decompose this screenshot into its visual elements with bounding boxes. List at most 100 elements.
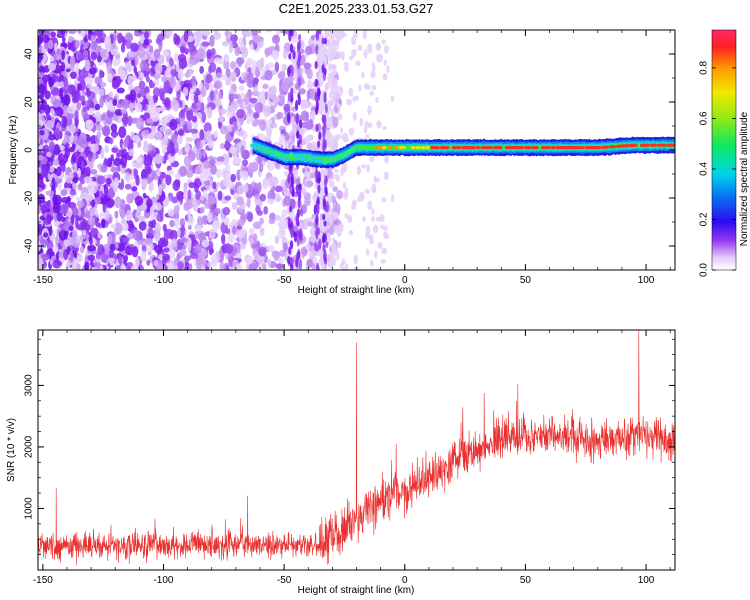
noise-blob <box>245 255 254 265</box>
noise-blob-faint <box>367 43 373 54</box>
x-tick-label: 0 <box>402 275 408 286</box>
noise-blob <box>232 123 239 132</box>
streak-blob <box>315 106 319 115</box>
noise-blob <box>97 45 102 51</box>
noise-blob <box>48 62 57 72</box>
noise-blob <box>275 30 282 36</box>
noise-blob <box>149 125 158 135</box>
noise-blob <box>230 34 239 42</box>
noise-blob <box>94 30 104 36</box>
noise-blob <box>77 53 86 61</box>
noise-blob-faint <box>359 117 364 127</box>
noise-blob <box>163 247 170 253</box>
noise-blob <box>188 182 196 189</box>
noise-blob <box>75 235 84 244</box>
noise-blob <box>42 144 50 154</box>
noise-blob <box>200 249 208 258</box>
ridge-spot <box>322 160 328 165</box>
noise-blob <box>202 189 208 198</box>
noise-blob <box>94 103 101 111</box>
noise-blob-faint <box>345 186 349 196</box>
noise-blob <box>134 256 140 268</box>
noise-blob <box>130 42 139 53</box>
noise-blob <box>254 194 261 200</box>
ridge-core <box>487 146 494 150</box>
streak-blob <box>296 58 301 68</box>
noise-blob <box>79 246 85 254</box>
noise-blob <box>87 77 94 85</box>
noise-blob <box>336 189 344 200</box>
noise-blob <box>162 133 169 146</box>
noise-blob-faint <box>367 105 372 116</box>
noise-blob <box>173 258 178 267</box>
noise-blob <box>194 230 200 240</box>
colorbar-label: Normalized spectral amplitude <box>739 111 750 246</box>
noise-blob-faint <box>361 164 367 169</box>
noise-blob <box>249 43 254 51</box>
noise-blob <box>206 261 213 268</box>
noise-blob <box>306 258 314 268</box>
streak-blob <box>287 217 291 229</box>
noise-blob <box>63 240 72 247</box>
ridge-spot <box>264 146 270 152</box>
noise-blob <box>110 123 118 133</box>
noise-blob-faint <box>336 103 342 109</box>
noise-blob <box>254 66 260 77</box>
noise-blob-faint <box>334 135 340 142</box>
noise-blob <box>332 186 339 192</box>
noise-blob <box>123 138 129 148</box>
ridge-spot <box>259 145 265 150</box>
noise-blob <box>177 228 181 237</box>
noise-blob <box>111 147 119 153</box>
noise-blob <box>224 53 229 63</box>
noise-blob <box>108 249 115 258</box>
noise-blob <box>83 106 87 113</box>
noise-blob-faint <box>365 225 371 235</box>
noise-blob <box>38 223 43 230</box>
noise-blob <box>137 46 146 58</box>
noise-blob <box>283 171 289 177</box>
noise-blob <box>79 95 86 102</box>
noise-blob <box>98 69 103 79</box>
ridge-core <box>456 146 462 150</box>
noise-blob <box>118 182 123 190</box>
noise-blob <box>45 119 55 130</box>
noise-blob-faint <box>342 181 347 189</box>
noise-blob <box>117 254 123 264</box>
spectrogram-panel: -150 -100 -50 0 50 100 -40 -20 0 20 40 Height of s… <box>8 29 676 296</box>
noise-blob <box>264 47 273 56</box>
ridge-core <box>533 146 539 150</box>
noise-blob <box>61 115 68 128</box>
noise-blob <box>98 88 105 97</box>
noise-blob <box>208 228 216 240</box>
noise-blob <box>301 187 307 196</box>
noise-blob <box>138 215 145 222</box>
x-tick-label: 100 <box>638 575 655 586</box>
noise-blob <box>212 259 218 267</box>
noise-blob <box>301 138 307 146</box>
noise-blob <box>282 49 288 60</box>
noise-blob <box>240 145 245 157</box>
x-tick-label: -100 <box>153 575 173 586</box>
noise-blob <box>279 249 286 257</box>
noise-blob <box>238 57 243 68</box>
noise-blob <box>259 227 265 236</box>
noise-blob <box>214 30 218 38</box>
noise-blob <box>221 153 230 166</box>
streak-blob <box>290 92 294 103</box>
noise-blob-faint <box>341 162 348 173</box>
ridge-core <box>545 146 551 150</box>
noise-blob <box>120 154 128 166</box>
noise-blob <box>330 139 339 151</box>
noise-blob <box>208 159 216 166</box>
streak-blob <box>324 103 328 114</box>
noise-blob <box>266 62 275 69</box>
streak-blob <box>316 87 321 97</box>
noise-blob <box>73 151 79 158</box>
noise-blob <box>170 133 178 144</box>
noise-blob <box>59 87 64 100</box>
noise-blob-faint <box>364 120 369 128</box>
noise-blob-faint <box>375 43 381 49</box>
noise-blob-faint <box>361 71 365 79</box>
noise-blob <box>220 233 226 245</box>
